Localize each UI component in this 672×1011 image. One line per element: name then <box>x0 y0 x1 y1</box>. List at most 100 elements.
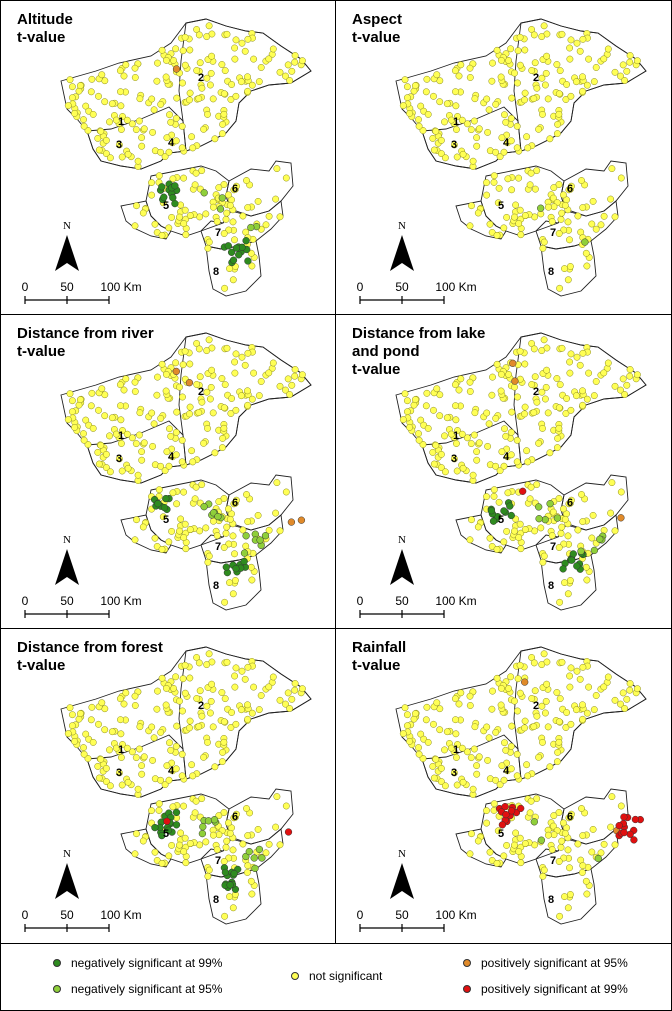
sample-point-not-significant <box>573 667 581 675</box>
sample-point-not-significant <box>492 148 500 156</box>
sample-point-not-significant <box>223 837 231 845</box>
sample-point-not-significant <box>131 388 139 395</box>
sample-point-not-significant <box>162 701 170 709</box>
sample-point-not-significant <box>71 423 79 431</box>
sample-point-not-significant <box>559 819 567 827</box>
sample-point-not-significant <box>227 96 235 103</box>
sample-point-not-significant <box>621 391 629 398</box>
map-altitude: 1 2 3 4 5 6 7 8 N 0 50 100 Km <box>22 18 312 304</box>
region-label-6: 6 <box>567 183 573 195</box>
legend: negatively significant at 99% negatively… <box>0 944 672 1011</box>
sample-point-not-significant <box>508 408 516 416</box>
sample-point-not-significant <box>244 518 252 526</box>
sample-point-not-significant <box>607 509 615 517</box>
sample-point-not-significant <box>607 823 615 831</box>
sample-point-not-significant <box>633 371 641 379</box>
sample-point-not-significant <box>548 532 556 540</box>
sample-point-not-significant <box>511 841 518 849</box>
sample-point-not-significant <box>533 84 541 92</box>
sample-point-not-significant <box>604 673 612 681</box>
sample-point-not-significant <box>521 840 529 847</box>
sample-point-not-significant <box>176 697 183 705</box>
sample-point-not-significant <box>485 106 493 114</box>
sample-point-not-significant <box>244 387 251 395</box>
sample-point-not-significant <box>243 805 250 812</box>
region-label-3: 3 <box>116 453 122 465</box>
sample-point-not-significant <box>208 680 216 688</box>
sample-point-not-significant <box>496 467 504 475</box>
sample-point-not-significant <box>497 684 505 692</box>
north-label: N <box>63 848 71 860</box>
sample-point-not-significant <box>617 386 624 394</box>
sample-point-not-significant <box>223 209 231 217</box>
sample-point-not-significant <box>515 174 523 182</box>
sample-point-not-significant <box>423 703 431 711</box>
sample-point-not-significant <box>633 57 641 65</box>
sample-point-not-significant <box>193 381 201 388</box>
map-rainfall: 1 2 3 4 5 6 7 8 N 0 50 100 Km <box>357 646 647 932</box>
sample-point-not-significant <box>604 359 612 367</box>
sample-point-not-significant <box>501 739 508 747</box>
sample-point-not-significant <box>232 182 240 190</box>
sample-point-neg99 <box>573 562 581 570</box>
region-outline-7 <box>205 554 262 611</box>
sample-point-not-significant <box>452 126 460 133</box>
sample-point-not-significant <box>133 830 140 838</box>
sample-point-not-significant <box>553 130 561 138</box>
sample-point-not-significant <box>466 702 474 709</box>
sample-point-not-significant <box>66 390 74 398</box>
sample-point-not-significant <box>95 774 103 782</box>
sample-point-not-significant <box>124 778 132 786</box>
sample-point-not-significant <box>269 359 277 367</box>
scale-label: 100 Km <box>435 594 476 608</box>
sample-point-not-significant <box>553 444 561 452</box>
sample-point-not-significant <box>578 491 585 498</box>
sample-point-not-significant <box>452 716 459 724</box>
sample-point-not-significant <box>265 840 273 848</box>
sample-point-not-significant <box>531 59 539 67</box>
sample-point-neg95 <box>535 515 543 523</box>
sample-point-not-significant <box>181 834 189 842</box>
sample-point-not-significant <box>136 409 144 417</box>
sample-point-not-significant <box>204 424 211 432</box>
sample-point-not-significant <box>195 723 203 731</box>
sample-point-not-significant <box>84 755 92 762</box>
sample-point-not-significant <box>516 61 524 69</box>
sample-point-not-significant <box>583 576 591 584</box>
sample-point-not-significant <box>617 72 624 80</box>
sample-point-not-significant <box>226 265 233 273</box>
sample-point-not-significant <box>248 576 256 584</box>
sample-point-not-significant <box>250 683 258 691</box>
sample-point-not-significant <box>97 441 105 449</box>
scale-label: 50 <box>60 280 74 294</box>
sample-point-not-significant <box>411 396 419 404</box>
sample-point-not-significant <box>485 734 493 742</box>
sample-point-not-significant <box>490 492 498 500</box>
sample-point-not-significant <box>188 447 196 455</box>
sample-point-not-significant <box>528 381 536 388</box>
sample-point-not-significant <box>200 753 208 761</box>
sample-point-not-significant <box>560 854 568 862</box>
sample-point-not-significant <box>231 683 239 691</box>
sample-point-not-significant <box>163 762 171 770</box>
sample-point-not-significant <box>84 441 92 448</box>
sample-point-neg95 <box>596 535 604 543</box>
sample-point-pos95 <box>297 516 306 524</box>
sample-point-not-significant <box>573 353 581 361</box>
sample-point-not-significant <box>120 386 128 394</box>
sample-point-not-significant <box>583 890 591 898</box>
sample-point-not-significant <box>162 684 170 692</box>
sample-point-not-significant <box>459 150 467 158</box>
sample-point-not-significant <box>188 133 196 141</box>
scale-label: 0 <box>357 908 364 922</box>
sample-point-not-significant <box>257 64 265 71</box>
region-label-7: 7 <box>215 541 221 553</box>
sample-point-not-significant <box>406 423 414 431</box>
sample-point-not-significant <box>248 81 256 89</box>
sample-point-not-significant <box>543 366 551 374</box>
sample-point-not-significant <box>244 862 252 870</box>
sample-point-not-significant <box>117 754 125 761</box>
sample-point-not-significant <box>524 144 532 152</box>
north-label: N <box>63 534 71 546</box>
sample-point-not-significant <box>582 877 590 885</box>
